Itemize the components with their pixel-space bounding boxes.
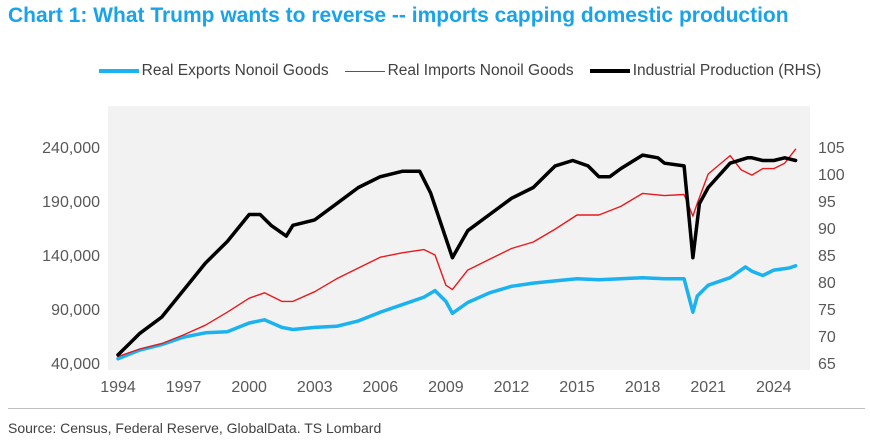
industrial-production-line [116, 153, 798, 357]
x-axis-tick-labels: 1994 1997 2000 2003 2006 2009 2012 2015 2018 2021… [100, 379, 791, 396]
left-tick-label: 90,000 [51, 302, 100, 319]
imports-line [117, 148, 797, 358]
left-tick-label: 140,000 [42, 248, 100, 265]
right-axis-tick-labels: 105 100 95 90 85 80 75 70 65 [818, 140, 845, 373]
right-tick-label: 90 [818, 221, 836, 238]
x-tick-label: 1997 [166, 379, 202, 396]
x-tick-label: 2003 [297, 379, 333, 396]
x-tick-label: 2009 [428, 379, 464, 396]
source-note: Source: Census, Federal Reserve, GlobalD… [8, 420, 382, 436]
x-tick-label: 2000 [231, 379, 267, 396]
right-tick-label: 100 [818, 167, 845, 184]
line-chart: 240,000 190,000 140,000 90,000 40,000 105 100… [42, 106, 845, 396]
right-tick-label: 105 [818, 140, 845, 157]
left-tick-label: 240,000 [42, 140, 100, 157]
left-tick-label: 190,000 [42, 194, 100, 211]
legend-swatch-exports [98, 69, 139, 73]
legend-swatch-imports [344, 70, 385, 72]
left-tick-label: 40,000 [51, 356, 100, 373]
x-tick-label: 2021 [690, 379, 726, 396]
left-axis-tick-labels: 240,000 190,000 140,000 90,000 40,000 [42, 140, 100, 373]
right-tick-label: 95 [818, 194, 836, 211]
legend: Real Exports Nonoil Goods Real Imports N… [60, 62, 860, 80]
x-tick-label: 1994 [100, 379, 136, 396]
x-tick-label: 2015 [559, 379, 595, 396]
legend-label-imports: Real Imports Nonoil Goods [387, 62, 574, 79]
series-lines [116, 148, 798, 361]
x-tick-label: 2012 [494, 379, 530, 396]
x-tick-label: 2024 [756, 379, 792, 396]
x-tick-label: 2018 [625, 379, 661, 396]
x-tick-label: 2006 [363, 379, 399, 396]
right-tick-label: 70 [818, 329, 836, 346]
exports-line [116, 264, 798, 361]
right-tick-label: 85 [818, 248, 836, 265]
legend-item-imports: Real Imports Nonoil Goods [344, 62, 574, 80]
plot-background [108, 106, 810, 370]
legend-label-production: Industrial Production (RHS) [632, 62, 822, 79]
legend-swatch-production [589, 69, 630, 73]
right-tick-label: 75 [818, 302, 836, 319]
legend-item-exports: Real Exports Nonoil Goods [98, 62, 329, 80]
chart-title: Chart 1: What Trump wants to reverse -- … [8, 4, 789, 27]
right-tick-label: 65 [818, 356, 836, 373]
legend-item-production: Industrial Production (RHS) [589, 62, 822, 80]
footer-divider [8, 408, 865, 409]
right-tick-label: 80 [818, 275, 836, 292]
legend-label-exports: Real Exports Nonoil Goods [141, 62, 329, 79]
